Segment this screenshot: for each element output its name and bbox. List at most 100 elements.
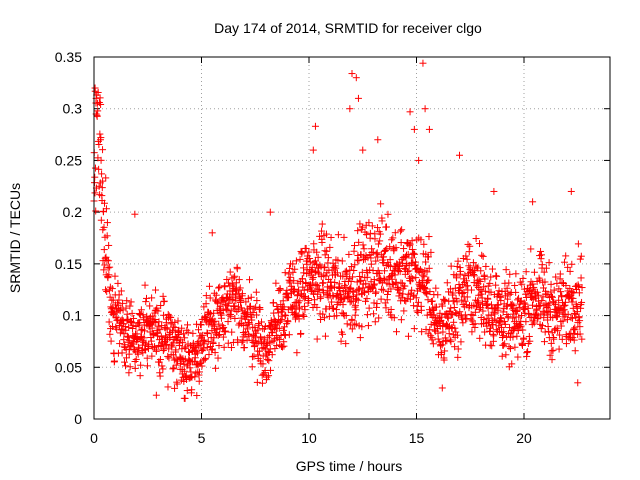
data-point: [104, 264, 112, 272]
data-point: [104, 257, 112, 265]
data-point: [408, 245, 416, 253]
x-tick-label: 10: [301, 430, 317, 446]
data-point: [351, 242, 359, 250]
data-point: [408, 237, 416, 245]
data-point: [163, 325, 171, 333]
data-point: [204, 330, 212, 338]
data-point: [507, 345, 515, 353]
data-point: [212, 364, 220, 372]
data-point: [183, 387, 191, 395]
data-point: [159, 292, 167, 300]
data-point: [463, 277, 471, 285]
data-point: [547, 339, 555, 347]
y-axis-label: SRMTID / TECUs: [7, 183, 23, 293]
data-point: [108, 285, 116, 293]
data-point: [443, 279, 451, 287]
data-point: [125, 323, 133, 331]
data-point: [537, 247, 545, 255]
data-point: [409, 249, 417, 257]
data-point: [345, 294, 353, 302]
data-point: [101, 261, 109, 269]
data-point: [488, 265, 496, 273]
data-point: [322, 230, 330, 238]
data-point: [134, 350, 142, 358]
data-point: [509, 333, 517, 341]
data-point: [184, 328, 192, 336]
data-point: [136, 319, 144, 327]
data-point: [524, 348, 532, 356]
data-point: [449, 289, 457, 297]
data-point: [364, 322, 372, 330]
data-point: [113, 325, 121, 333]
data-point: [440, 356, 448, 364]
data-point: [94, 107, 102, 115]
data-point: [246, 276, 254, 284]
data-point: [284, 318, 292, 326]
data-point: [148, 352, 156, 360]
data-point: [463, 315, 471, 323]
data-point: [359, 146, 367, 154]
data-point: [102, 205, 110, 213]
data-point: [103, 219, 111, 227]
data-point: [372, 257, 380, 265]
data-point: [319, 279, 327, 287]
x-tick-label: 15: [409, 430, 425, 446]
data-point: [317, 293, 325, 301]
data-point: [576, 323, 584, 331]
data-point: [275, 324, 283, 332]
axis-ticks: 0 0.05 0.1 0.15 0.2 0.25 0.3 0.35 0 5 10 15 20: [55, 49, 610, 446]
data-point: [574, 240, 582, 248]
data-point: [248, 316, 256, 324]
data-point: [140, 334, 148, 342]
data-point: [561, 298, 569, 306]
data-point: [94, 88, 102, 96]
data-point: [576, 255, 584, 263]
data-point: [334, 256, 342, 264]
data-point: [97, 216, 105, 224]
data-point: [461, 271, 469, 279]
data-point: [451, 343, 459, 351]
data-point: [406, 295, 414, 303]
data-point: [476, 334, 484, 342]
data-point: [480, 316, 488, 324]
data-point: [387, 285, 395, 293]
data-point: [324, 254, 332, 262]
data-point: [236, 284, 244, 292]
data-point: [248, 363, 256, 371]
data-point: [137, 326, 145, 334]
data-point: [478, 251, 486, 259]
data-point: [179, 338, 187, 346]
data-point: [396, 268, 404, 276]
data-point: [323, 247, 331, 255]
data-point: [538, 261, 546, 269]
data-point: [558, 279, 566, 287]
data-point: [92, 207, 100, 215]
data-point: [530, 283, 538, 291]
data-point: [427, 248, 435, 256]
data-point: [346, 298, 354, 306]
data-point: [467, 286, 475, 294]
data-point: [412, 258, 420, 266]
data-point: [211, 317, 219, 325]
data-point: [224, 318, 232, 326]
data-point: [409, 275, 417, 283]
data-point: [357, 276, 365, 284]
data-point: [447, 304, 455, 312]
data-point: [123, 332, 131, 340]
data-point: [493, 272, 501, 280]
data-point: [425, 276, 433, 284]
data-point: [452, 328, 460, 336]
data-point: [156, 356, 164, 364]
y-tick-label: 0.1: [63, 308, 83, 324]
data-point: [562, 252, 570, 260]
data-point: [210, 309, 218, 317]
data-point: [527, 245, 535, 253]
data-point: [254, 326, 262, 334]
data-point: [376, 230, 384, 238]
data-point: [288, 303, 296, 311]
data-point: [518, 341, 526, 349]
data-point: [556, 270, 564, 278]
data-point: [508, 360, 516, 368]
data-point: [237, 304, 245, 312]
data-point: [102, 253, 110, 261]
